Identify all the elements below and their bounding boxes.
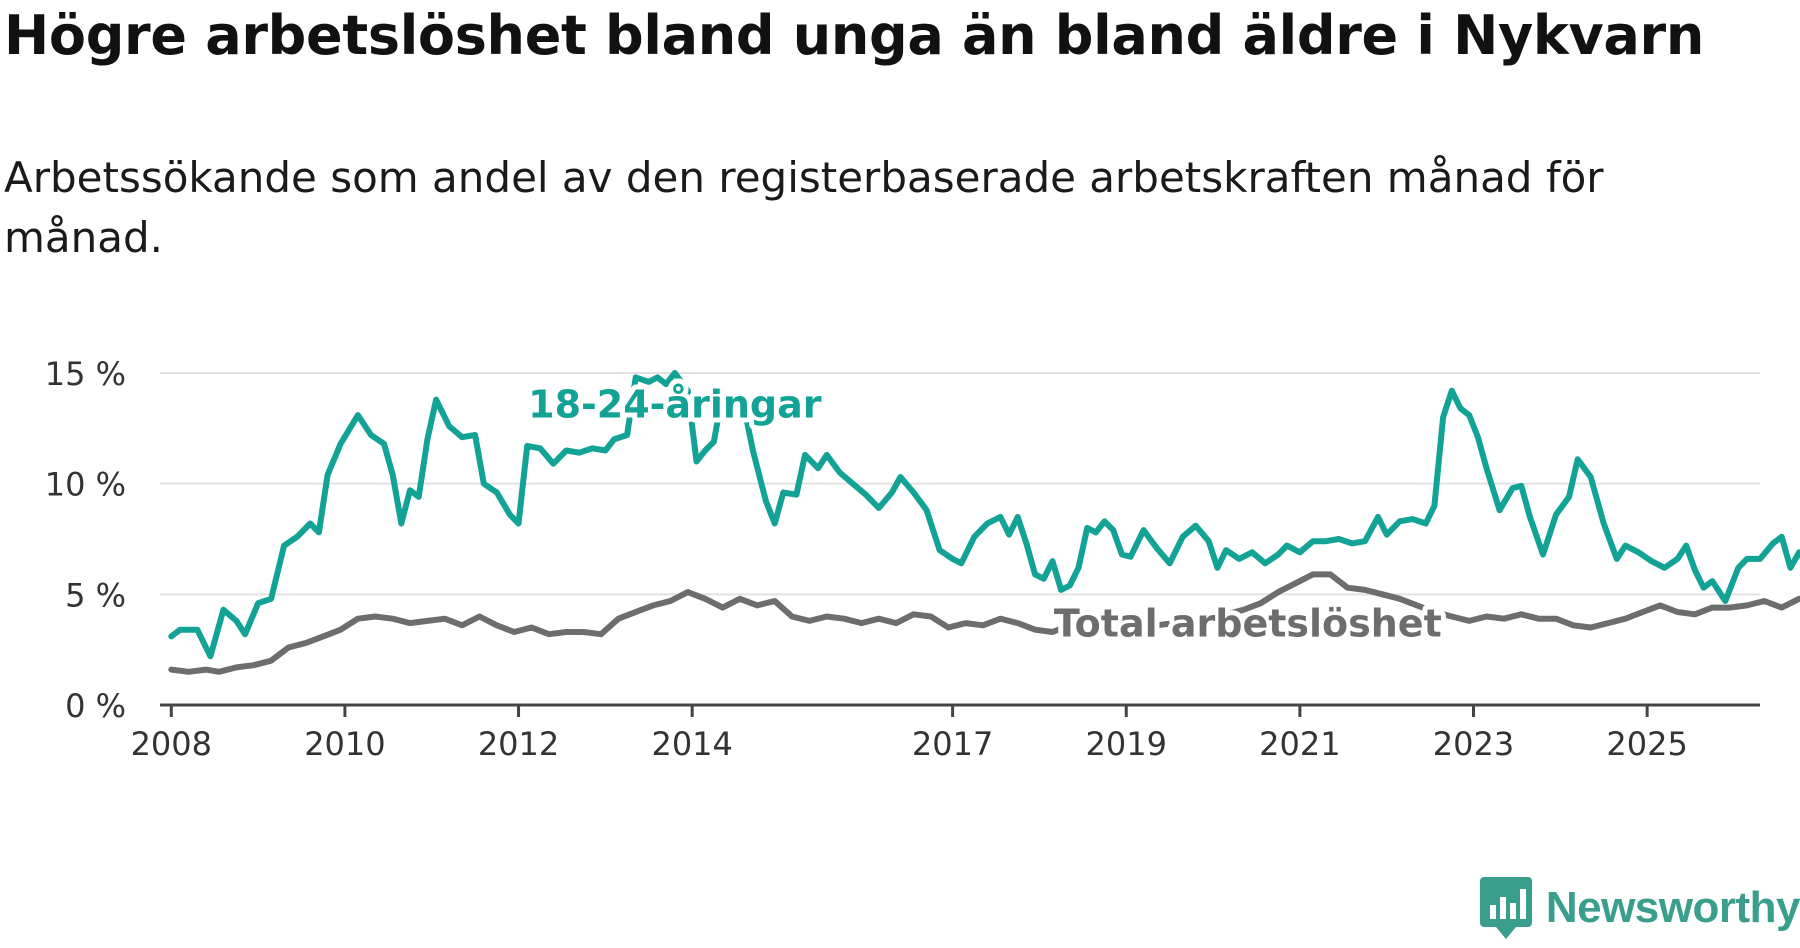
series-line-youth	[168, 370, 1800, 660]
newsworthy-logo: Newsworthy	[1478, 868, 1800, 948]
x-tick-label: 2017	[912, 725, 993, 763]
y-tick-label: 10 %	[45, 466, 126, 504]
series-line-total	[168, 571, 1800, 675]
x-tick-label: 2012	[478, 725, 559, 763]
x-tick-label: 2014	[651, 725, 732, 763]
x-tick-label: 2010	[304, 725, 385, 763]
newsworthy-brand-name: Newsworthy	[1545, 883, 1800, 932]
chart-subtitle: Arbetssökande som andel av den registerb…	[4, 153, 1604, 262]
x-tick-label: 2021	[1259, 725, 1340, 763]
x-tick-label: 2025	[1606, 725, 1687, 763]
y-tick-label: 15 %	[45, 355, 126, 393]
x-tick-label: 2008	[131, 725, 212, 763]
newsworthy-logo-icon	[1479, 877, 1532, 939]
series-label-total: Total arbetslöshet	[1054, 601, 1442, 645]
chart-title: Högre arbetslöshet bland unga än bland ä…	[4, 4, 1704, 67]
y-tick-label: 5 %	[65, 576, 126, 614]
series-label-youth: 18-24-åringar	[528, 382, 822, 426]
x-tick-label: 2019	[1086, 725, 1167, 763]
y-tick-label: 0 %	[65, 687, 126, 725]
x-tick-label: 2023	[1433, 725, 1514, 763]
